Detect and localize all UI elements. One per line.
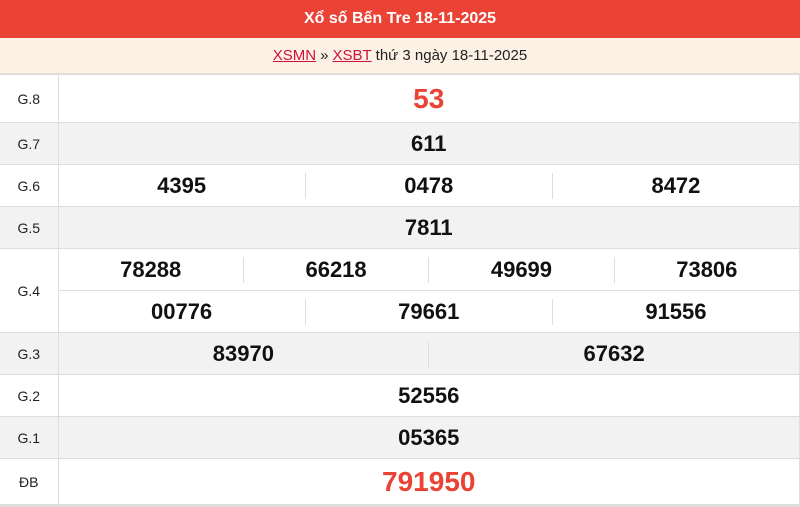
prize-number: 49699	[428, 256, 613, 283]
prize-number: 52556	[57, 374, 800, 417]
prize-row-g4: G.4 78288 66218 49699 73806	[0, 248, 800, 333]
prize-label: G.6	[0, 164, 59, 207]
prize-number: 7811	[57, 206, 800, 249]
prize-number: 05365	[57, 416, 800, 459]
results-title: Xổ số Bến Tre 18-11-2025	[303, 10, 497, 27]
breadcrumb-link-xsbt[interactable]: XSBT	[332, 47, 372, 64]
prize-row-g7: G.7 611	[0, 122, 800, 165]
special-prize-number: 791950	[57, 458, 800, 505]
prize-row-g5: G.5 7811	[0, 206, 800, 249]
prize-label: G.3	[0, 332, 59, 375]
prize-row-g6: G.6 4395 0478 8472	[0, 164, 800, 207]
bottom-divider	[0, 504, 800, 507]
results-title-bar: Xổ số Bến Tre 18-11-2025	[0, 0, 800, 38]
prize-number: 67632	[428, 340, 799, 367]
prize-number: 00776	[150, 298, 213, 324]
prize-label: G.8	[0, 74, 59, 123]
prize-label: G.5	[0, 206, 59, 249]
prize-row-g1: G.1 05365	[0, 416, 800, 459]
prize-number: 611	[57, 122, 800, 165]
prize-number: 79661	[304, 298, 552, 325]
prize-number: 91556	[551, 298, 799, 325]
breadcrumb-date-text: thứ 3 ngày 18-11-2025	[375, 47, 528, 64]
prize-number: 83970	[212, 340, 274, 366]
results-table: G.8 53 G.7 611 G.6 4395 0478 8472 G.5 78…	[0, 74, 800, 505]
prize-row-special: ĐB 791950	[0, 458, 800, 505]
prize-label: G.7	[0, 122, 59, 165]
prize-row-g3: G.3 83970 67632	[0, 332, 800, 375]
prize-number: 53	[57, 74, 800, 123]
prize-row-g2: G.2 52556	[0, 374, 800, 417]
prize-label: G.2	[0, 374, 59, 417]
breadcrumb-separator: »	[320, 47, 329, 64]
prize-label: ĐB	[0, 458, 59, 505]
breadcrumb-link-xsmn[interactable]: XSMN	[272, 47, 317, 64]
prize-number: 73806	[613, 256, 799, 283]
prize-number: 78288	[120, 256, 182, 282]
prize-row-g8: G.8 53	[0, 74, 800, 123]
prize-label: G.4	[0, 248, 59, 333]
prize-number: 66218	[242, 256, 428, 283]
prize-number: 8472	[551, 172, 799, 199]
prize-label: G.1	[0, 416, 59, 459]
prize-number: 0478	[304, 172, 552, 199]
prize-number: 4395	[157, 172, 207, 198]
prize-row-g4-second: 00776 79661 91556	[0, 290, 800, 333]
breadcrumb: XSMN » XSBT thứ 3 ngày 18-11-2025	[0, 38, 800, 74]
